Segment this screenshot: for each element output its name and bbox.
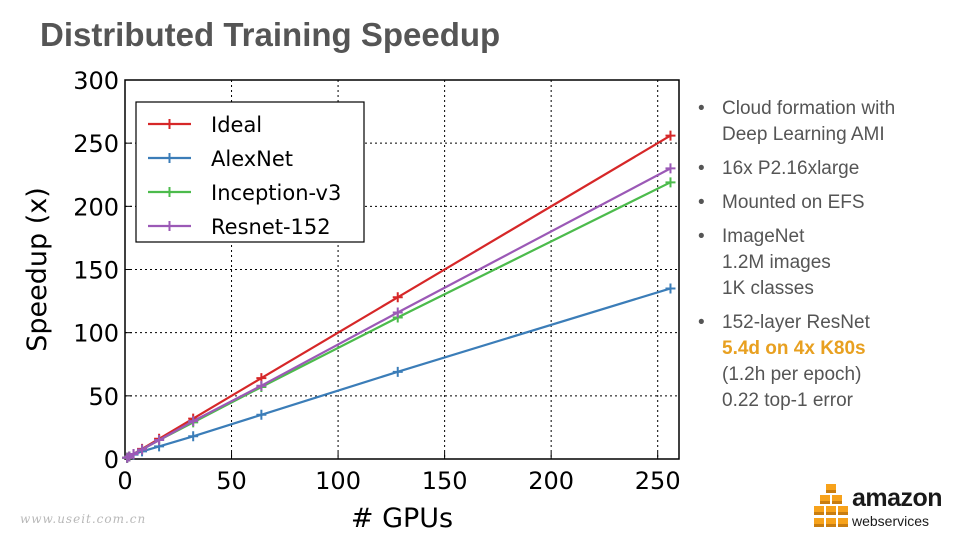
slide-title: Distributed Training Speedup — [40, 16, 501, 53]
y-axis-label: Speedup (x) — [22, 187, 53, 352]
bullet-text: 152-layer ResNet — [722, 312, 870, 333]
bullet-item: Mounted on EFS — [698, 190, 953, 216]
legend-label: Inception-v3 — [211, 181, 341, 205]
series-line-alexnet — [126, 287, 671, 459]
data-point — [392, 366, 403, 377]
legend-label: AlexNet — [211, 147, 293, 171]
legend-marker — [164, 187, 175, 197]
logo-wordmark: amazon — [852, 484, 943, 512]
data-point — [665, 130, 676, 141]
bullet-text: 0.22 top-1 error — [722, 390, 853, 411]
bullet-highlight-text: 5.4d on 4x K80s — [722, 338, 866, 359]
data-point — [188, 431, 199, 442]
bullet-text: 1.2M images — [722, 252, 831, 273]
bullet-text: Cloud formation with — [722, 98, 896, 119]
data-point — [256, 380, 267, 391]
legend-label: Ideal — [211, 113, 262, 137]
data-point — [188, 416, 199, 427]
data-point — [137, 444, 148, 455]
x-tick-label: 100 — [315, 467, 361, 495]
bullet-item: Cloud formation with Deep Learning AMI — [698, 96, 953, 148]
y-tick-label: 300 — [73, 70, 119, 95]
bullet-list: Cloud formation with Deep Learning AMI 16x… — [698, 96, 953, 422]
bullet-text: Mounted on EFS — [722, 192, 865, 213]
data-point — [392, 307, 403, 318]
data-point — [122, 452, 133, 463]
legend-marker — [164, 153, 175, 163]
y-tick-label: 150 — [73, 257, 119, 285]
bullet-item: 16x P2.16xlarge — [698, 156, 953, 182]
aws-cubes-icon — [814, 484, 848, 527]
y-tick-label: 250 — [73, 130, 119, 158]
y-tick-label: 200 — [73, 193, 119, 221]
legend-label: Resnet-152 — [211, 215, 331, 239]
x-tick-label: 200 — [528, 467, 574, 495]
bullet-text: 16x P2.16xlarge — [722, 158, 860, 179]
x-tick-label: 250 — [635, 467, 681, 495]
data-point — [256, 409, 267, 420]
legend-marker — [164, 119, 175, 129]
legend-box — [135, 101, 365, 243]
y-tick-label: 0 — [104, 446, 119, 474]
watermark: www.useit.com.cn — [20, 512, 147, 526]
x-tick-label: 0 — [117, 467, 132, 495]
y-tick-label: 50 — [88, 383, 119, 411]
bullet-item: ImageNet 1.2M images 1K classes — [698, 224, 953, 302]
speedup-chart: 0 50 100 150 200 250 0 50 100 150 200 250 300 # GPUs S… — [11, 70, 689, 540]
data-point — [665, 163, 676, 174]
aws-logo: amazon webservices — [812, 480, 952, 536]
logo-subtitle: webservices — [852, 513, 930, 529]
data-point — [392, 292, 403, 303]
bullet-text: Deep Learning AMI — [722, 124, 885, 145]
data-point — [665, 177, 676, 188]
chart-svg: 0 50 100 150 200 250 0 50 100 150 200 250 300 # GPUs S… — [22, 70, 681, 534]
bullet-text: ImageNet — [722, 226, 805, 247]
data-point — [665, 283, 676, 294]
y-tick-label: 100 — [73, 320, 119, 348]
data-point — [154, 435, 165, 446]
x-tick-label: 50 — [216, 467, 247, 495]
legend-marker — [164, 221, 175, 231]
bullet-text: 1K classes — [722, 278, 814, 299]
data-point — [128, 448, 139, 459]
x-tick-label: 150 — [422, 467, 468, 495]
bullet-text: (1.2h per epoch) — [722, 364, 862, 385]
bullet-item: 152-layer ResNet 5.4d on 4x K80s (1.2h per… — [698, 310, 953, 414]
x-axis-label: # GPUs — [351, 503, 453, 534]
